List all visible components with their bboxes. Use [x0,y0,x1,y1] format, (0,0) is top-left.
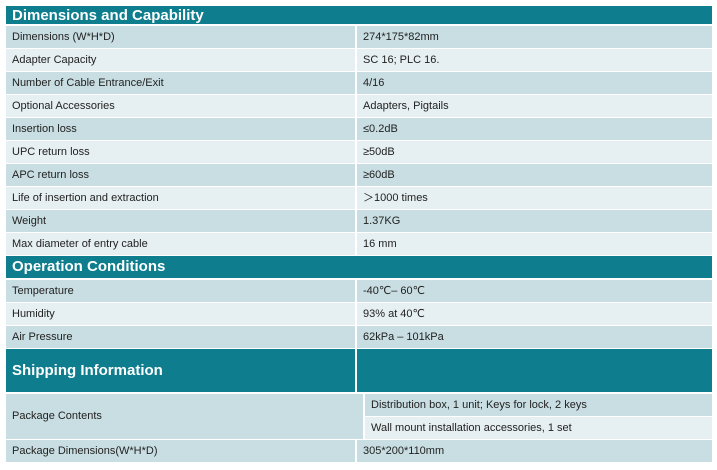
table-row-package-contents: Package Contents Distribution box, 1 uni… [6,394,712,440]
spec-value: 16 mm [357,233,712,255]
spec-value: Distribution box, 1 unit; Keys for lock,… [365,394,712,417]
spec-value: ≥50dB [357,141,712,163]
spec-label: Package Contents [6,394,365,439]
section-header-dimensions: Dimensions and Capability [6,6,712,26]
spec-value: 305*200*110mm [357,440,712,462]
spec-value: SC 16; PLC 16. [357,49,712,71]
table-row-package-dimensions: Package Dimensions(W*H*D) 305*200*110mm [6,440,712,463]
spec-label: Air Pressure [6,326,357,348]
dimensions-table: Dimensions (W*H*D) 274*175*82mm Adapter … [6,26,712,256]
spec-label: Temperature [6,280,357,302]
spec-label: Optional Accessories [6,95,357,117]
shipping-header-blank [357,349,712,392]
spec-label: Weight [6,210,357,232]
table-row: Max diameter of entry cable 16 mm [6,233,712,256]
table-row: Air Pressure 62kPa – 101kPa [6,326,712,349]
table-row: UPC return loss ≥50dB [6,141,712,164]
table-row: Temperature -40℃– 60℃ [6,280,712,303]
spec-value: 93% at 40℃ [357,303,712,325]
table-row: Insertion loss ≤0.2dB [6,118,712,141]
spec-value: ≤0.2dB [357,118,712,140]
spec-label: Number of Cable Entrance/Exit [6,72,357,94]
table-row: Life of insertion and extraction ＞1000 t… [6,187,712,210]
operation-table: Temperature -40℃– 60℃ Humidity 93% at 40… [6,280,712,349]
spec-label: Adapter Capacity [6,49,357,71]
spec-label: UPC return loss [6,141,357,163]
spec-value: 4/16 [357,72,712,94]
spec-label: Package Dimensions(W*H*D) [6,440,357,462]
spec-label: Humidity [6,303,357,325]
spec-label: Insertion loss [6,118,357,140]
section-header-shipping: Shipping Information [6,349,712,394]
shipping-title: Shipping Information [6,349,357,392]
package-contents-values: Distribution box, 1 unit; Keys for lock,… [365,394,712,439]
spec-value: 1.37KG [357,210,712,232]
table-row: Adapter Capacity SC 16; PLC 16. [6,49,712,72]
spec-label: APC return loss [6,164,357,186]
spec-value: ≥60dB [357,164,712,186]
spec-value: 62kPa – 101kPa [357,326,712,348]
spec-sheet: Dimensions and Capability Dimensions (W*… [6,6,712,463]
spec-label: Max diameter of entry cable [6,233,357,255]
table-row: Number of Cable Entrance/Exit 4/16 [6,72,712,95]
spec-value: -40℃– 60℃ [357,280,712,302]
spec-value: ＞1000 times [357,187,712,209]
table-row: Humidity 93% at 40℃ [6,303,712,326]
table-row: APC return loss ≥60dB [6,164,712,187]
table-row: Optional Accessories Adapters, Pigtails [6,95,712,118]
section-header-operation: Operation Conditions [6,256,712,280]
spec-value: Adapters, Pigtails [357,95,712,117]
spec-label: Dimensions (W*H*D) [6,26,357,48]
spec-value: Wall mount installation accessories, 1 s… [365,416,712,439]
table-row: Dimensions (W*H*D) 274*175*82mm [6,26,712,49]
spec-value: 274*175*82mm [357,26,712,48]
spec-label: Life of insertion and extraction [6,187,357,209]
table-row: Weight 1.37KG [6,210,712,233]
